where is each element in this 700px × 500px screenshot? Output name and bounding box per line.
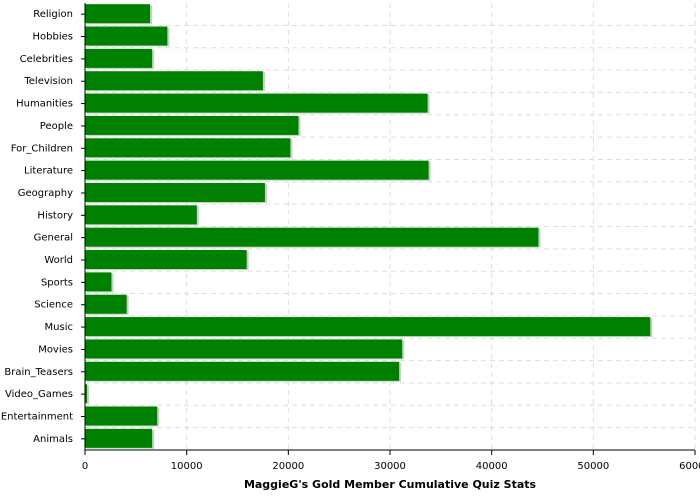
bar <box>85 250 247 270</box>
y-tick-label: General <box>34 233 73 244</box>
y-tick-label: Animals <box>33 434 73 445</box>
y-tick-label: Science <box>34 300 73 311</box>
y-tick-label: Video_Games <box>5 389 73 400</box>
bar <box>85 339 403 359</box>
chart-title: MaggieG's Gold Member Cumulative Quiz St… <box>244 478 537 491</box>
y-tick-label: Sports <box>41 277 73 288</box>
y-tick-label: Celebrities <box>20 54 73 65</box>
bar <box>85 384 88 404</box>
bar <box>85 26 168 46</box>
x-tick-label: 10000 <box>171 461 203 472</box>
bar <box>85 428 153 448</box>
bar <box>85 138 291 158</box>
y-tick-label: Television <box>23 76 73 87</box>
bar-shadow <box>87 385 90 405</box>
y-tick-label: Entertainment <box>1 411 73 422</box>
bar <box>85 115 299 135</box>
bar <box>85 272 112 292</box>
x-tick-label: 20000 <box>272 461 304 472</box>
x-tick-label: 50000 <box>577 461 609 472</box>
bar <box>85 361 400 381</box>
x-tick-label: 30000 <box>374 461 406 472</box>
bar <box>85 406 158 426</box>
bar <box>85 48 153 68</box>
y-tick-label: Brain_Teasers <box>4 367 73 378</box>
bar <box>85 227 539 247</box>
y-tick-label: Hobbies <box>33 32 73 43</box>
bar <box>85 4 151 24</box>
bar <box>85 160 429 180</box>
y-tick-label: Movies <box>38 344 73 355</box>
y-tick-label: History <box>37 210 73 221</box>
y-tick-label: People <box>40 121 73 132</box>
bar <box>85 317 651 337</box>
bar <box>85 294 127 314</box>
x-tick-label: 60000 <box>679 461 700 472</box>
bar <box>85 71 263 91</box>
bar <box>85 205 197 225</box>
y-tick-label: Geography <box>18 188 73 199</box>
y-tick-label: For_Children <box>11 143 73 154</box>
x-tick-label: 40000 <box>476 461 508 472</box>
y-tick-label: Literature <box>24 166 73 177</box>
y-tick-label: Humanities <box>16 99 73 110</box>
y-tick-label: World <box>44 255 73 266</box>
x-tick-label: 0 <box>82 461 88 472</box>
y-tick-label: Religion <box>33 9 73 20</box>
bar <box>85 93 428 113</box>
y-tick-label: Music <box>45 322 73 333</box>
bar <box>85 182 265 202</box>
